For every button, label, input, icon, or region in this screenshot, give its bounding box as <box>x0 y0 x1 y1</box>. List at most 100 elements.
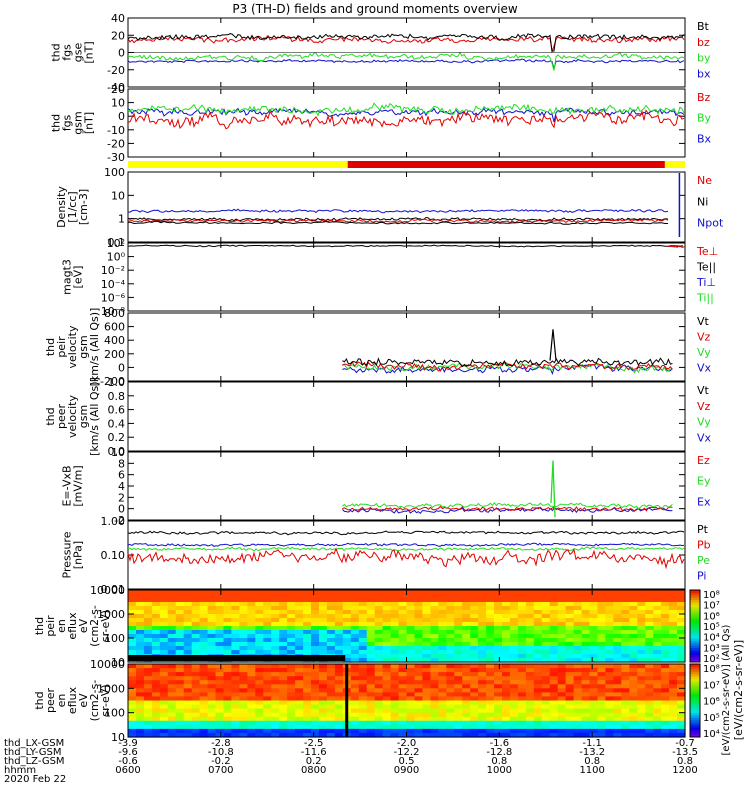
series-line-ni <box>127 216 669 222</box>
spec-cell-peir_spec <box>661 602 670 607</box>
spec-cell-peir_spec <box>621 654 630 659</box>
spec-cell-peer_spec <box>470 664 479 669</box>
spec-cell-peer_spec <box>406 700 416 706</box>
spec-cell-peir_spec <box>255 646 264 651</box>
spec-cell-peer_spec <box>509 724 519 730</box>
spec-cell-peer_spec <box>597 684 607 689</box>
spec-cell-peer_spec <box>430 672 439 677</box>
spec-cell-peer_spec <box>350 676 360 681</box>
spec-cell-peir_spec <box>159 606 169 611</box>
xaxis-row-label-3: hhmm <box>4 765 36 776</box>
spec-cell-peer_spec <box>319 684 328 689</box>
spec-cell-peer_spec <box>303 672 312 677</box>
spec-cell-peir_spec <box>143 610 153 615</box>
ytick-label-fgs_gsm-5: -30 <box>107 151 125 164</box>
spec-cell-peer_spec <box>589 668 599 673</box>
spec-cell-peer_spec <box>470 716 479 722</box>
spec-cell-peer_spec <box>645 704 654 710</box>
spec-cell-peer_spec <box>303 720 312 726</box>
legend-peir_velocity-Vx: Vx <box>697 362 712 375</box>
spec-cell-peer_spec <box>287 700 296 706</box>
spec-cell-peer_spec <box>525 692 535 698</box>
spec-cell-peer_spec <box>438 712 447 718</box>
spec-cell-peir_spec <box>470 606 479 611</box>
spec-cell-peir_spec <box>223 606 233 611</box>
spec-cell-peir_spec <box>271 614 280 619</box>
spec-cell-peer_spec <box>446 688 455 693</box>
spec-cell-peir_spec <box>502 634 511 639</box>
spec-cell-peer_spec <box>653 696 662 702</box>
spec-cell-peir_spec <box>311 598 320 603</box>
spec-cell-peer_spec <box>390 664 400 669</box>
spec-cell-peir_spec <box>128 606 137 611</box>
spec-cell-peer_spec <box>589 680 599 685</box>
spec-cell-peir_spec <box>430 654 439 659</box>
spec-cell-peer_spec <box>454 680 463 685</box>
spec-cell-peir_spec <box>541 658 551 663</box>
spec-cell-peer_spec <box>573 684 583 689</box>
spec-cell-peir_spec <box>342 590 352 595</box>
spec-cell-peer_spec <box>319 688 328 693</box>
spec-cell-peer_spec <box>581 676 591 681</box>
spec-cell-peer_spec <box>151 708 161 714</box>
spec-cell-peer_spec <box>645 692 654 698</box>
spec-cell-peir_spec <box>581 650 591 655</box>
spec-cell-peir_spec <box>486 598 495 603</box>
spec-cell-peer_spec <box>613 672 622 677</box>
spec-cell-peir_spec <box>223 638 233 643</box>
spec-cell-peer_spec <box>239 680 248 685</box>
colorbar-band-peir_spec <box>690 647 700 651</box>
spec-cell-peer_spec <box>366 716 376 722</box>
spec-cell-peir_spec <box>557 610 567 615</box>
spec-cell-peir_spec <box>605 650 614 655</box>
spec-cell-peir_spec <box>175 650 185 655</box>
spec-cell-peir_spec <box>494 650 503 655</box>
spec-cell-peer_spec <box>509 728 519 734</box>
spec-cell-peer_spec <box>414 728 424 734</box>
spec-cell-peir_spec <box>263 606 272 611</box>
ylabel-temperature-1: [eV] <box>72 266 85 289</box>
spec-cell-peir_spec <box>175 622 185 627</box>
spec-cell-peer_spec <box>263 700 272 706</box>
spec-cell-peer_spec <box>645 732 654 738</box>
spec-cell-peer_spec <box>462 728 471 734</box>
spec-cell-peer_spec <box>478 724 487 730</box>
spec-cell-peer_spec <box>255 692 264 698</box>
spec-cell-peir_spec <box>517 610 527 615</box>
colorbar-band-peer_spec <box>690 705 700 709</box>
spec-cell-peer_spec <box>311 732 320 738</box>
spec-cell-peir_spec <box>573 622 583 627</box>
spec-cell-peir_spec <box>295 646 304 651</box>
spec-cell-peir_spec <box>613 610 622 615</box>
spec-cell-peir_spec <box>326 598 336 603</box>
spec-cell-peer_spec <box>239 692 248 698</box>
ytick-label-peer_velocity-1: 0.8 <box>108 390 126 403</box>
spec-cell-peir_spec <box>231 614 240 619</box>
spec-cell-peir_spec <box>525 610 535 615</box>
ylabel-density-1: [1/cc] <box>66 191 79 222</box>
spec-cell-peer_spec <box>517 684 527 689</box>
spec-cell-peer_spec <box>207 684 217 689</box>
spec-cell-peer_spec <box>374 700 384 706</box>
spec-cell-peer_spec <box>303 700 312 706</box>
spec-cell-peir_spec <box>565 614 575 619</box>
spec-cell-peir_spec <box>311 614 320 619</box>
spec-cell-peer_spec <box>565 732 575 738</box>
spec-cell-peir_spec <box>478 610 487 615</box>
spec-cell-peer_spec <box>573 696 583 702</box>
spec-cell-peir_spec <box>358 654 368 659</box>
spec-cell-peir_spec <box>191 594 201 599</box>
spec-cell-peir_spec <box>517 602 527 607</box>
spec-cell-peer_spec <box>414 720 424 726</box>
spec-cell-peir_spec <box>398 650 408 655</box>
spec-cell-peir_spec <box>175 602 185 607</box>
spec-cell-peer_spec <box>231 712 240 718</box>
spec-cell-peer_spec <box>430 732 439 738</box>
spec-cell-peir_spec <box>613 646 622 651</box>
spec-cell-peer_spec <box>557 700 567 706</box>
spec-cell-peir_spec <box>334 642 344 647</box>
spec-cell-peir_spec <box>446 634 455 639</box>
spec-cell-peer_spec <box>191 676 201 681</box>
spec-cell-peir_spec <box>462 606 471 611</box>
spec-cell-peer_spec <box>517 664 527 669</box>
